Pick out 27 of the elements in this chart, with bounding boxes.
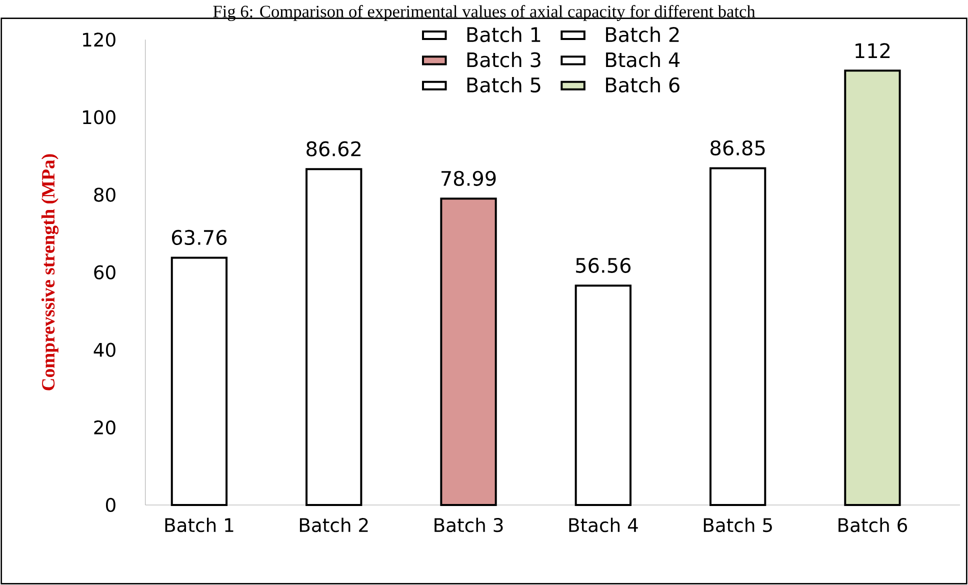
x-tick-label: Batch 6 (838, 518, 908, 532)
y-tick-label: 120 (83, 32, 116, 47)
y-tick-label: 40 (94, 342, 116, 357)
x-tick-label: Batch 2 (300, 518, 368, 532)
chart-title: Fig 6: Comparison of experimental values of axial capacity for different batch (213, 5, 756, 21)
data-label: 112 (856, 43, 890, 58)
y-tick-label: 20 (94, 420, 116, 434)
legend-label: Batch 3 (467, 52, 540, 68)
y-tick-label: 0 (106, 498, 116, 512)
x-tick-label: Batch 5 (704, 518, 772, 532)
data-label: 56.56 (576, 258, 631, 273)
data-label: 78.99 (442, 170, 496, 186)
y-tick-label: 80 (94, 188, 116, 202)
legend-label: Batch 2 (606, 26, 679, 42)
data-label: 86.85 (710, 140, 765, 156)
y-axis-title: Comprevssive strength (MPa) (41, 154, 59, 390)
data-label: 63.76 (172, 230, 227, 246)
y-tick-label: 60 (94, 265, 116, 280)
x-tick-label: Batch 3 (434, 518, 503, 532)
x-tick-label: Batch 1 (165, 518, 234, 532)
x-tick-label: Btach 4 (569, 518, 638, 532)
legend-label: Btach 4 (606, 52, 680, 68)
legend-label: Batch 5 (467, 77, 540, 93)
legend-label: Batch 1 (467, 26, 540, 42)
legend-label: Batch 6 (606, 77, 680, 93)
data-label: 86.62 (306, 141, 360, 156)
y-tick-label: 100 (83, 110, 116, 124)
